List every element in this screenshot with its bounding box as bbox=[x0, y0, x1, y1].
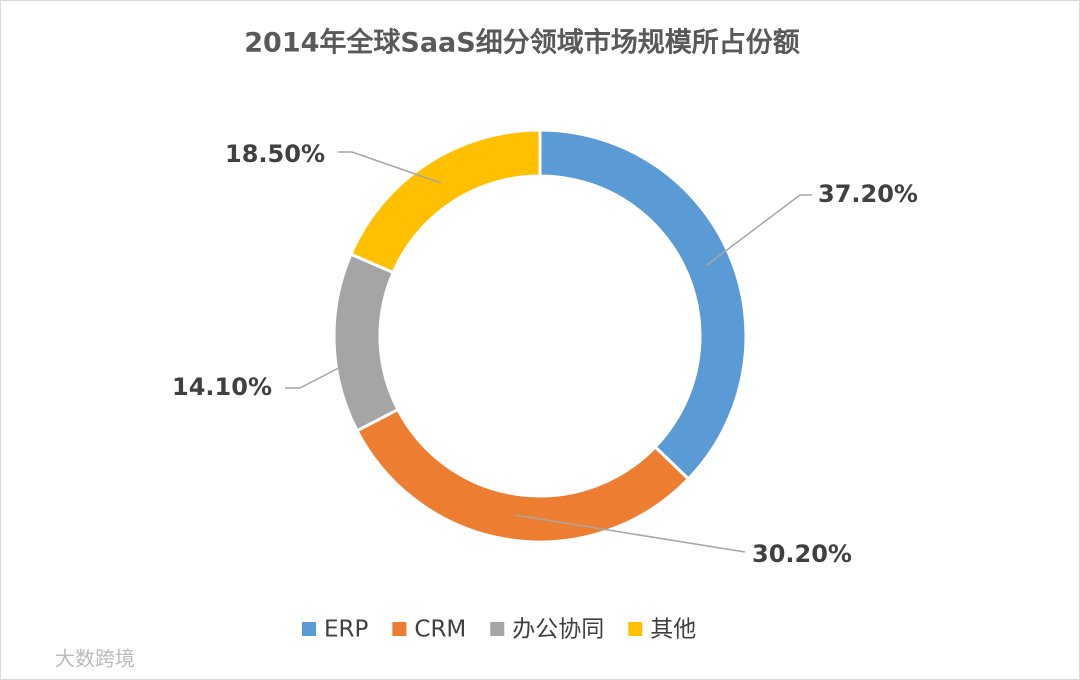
leader-line bbox=[706, 194, 812, 266]
watermark: 大数跨境 bbox=[55, 647, 135, 671]
data-label: 18.50% bbox=[225, 140, 325, 168]
leader-line bbox=[338, 151, 442, 184]
legend-label: ERP bbox=[324, 617, 369, 643]
legend-label: CRM bbox=[414, 617, 466, 643]
legend-swatch bbox=[490, 622, 505, 636]
legend-swatch bbox=[302, 622, 316, 636]
legend-label: 办公协同 bbox=[512, 617, 604, 643]
chart-title: 2014年全球SaaS细分领域市场规模所占份额 bbox=[244, 27, 799, 59]
donut-slice bbox=[538, 128, 748, 482]
legend-swatch bbox=[392, 622, 407, 636]
data-label: 30.20% bbox=[752, 540, 852, 568]
legend-swatch bbox=[628, 622, 643, 636]
leader-line bbox=[514, 514, 746, 553]
data-label: 14.10% bbox=[172, 373, 272, 401]
leader-line bbox=[285, 357, 359, 389]
data-label: 37.20% bbox=[818, 180, 918, 208]
legend-label: 其他 bbox=[650, 617, 696, 643]
donut-slice bbox=[348, 128, 542, 275]
